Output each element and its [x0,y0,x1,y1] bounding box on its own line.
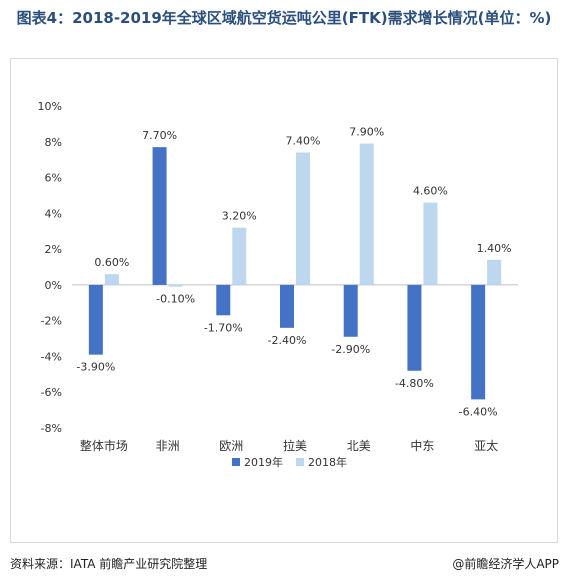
bar-2018 [232,227,247,285]
bar-2018 [423,202,438,285]
bar-2019 [471,284,486,400]
bar-2019 [407,284,422,371]
data-label: -2.90% [331,343,370,356]
data-label: -2.40% [268,334,307,347]
y-tick-label: 6% [45,172,62,185]
y-tick-label: -8% [41,422,62,435]
source-note: 资料来源：IATA 前瞻产业研究院整理 [10,557,208,571]
bar-2019 [343,284,358,337]
data-label: -1.70% [204,321,243,334]
bar-2019 [88,284,103,355]
x-tick-label: 非洲 [156,439,180,453]
bar-2018 [359,143,374,285]
bar-2018 [104,274,119,285]
data-label: -6.40% [459,405,498,418]
bar-2018 [487,259,502,285]
legend-label: 2018年 [308,455,347,469]
bar-2019 [152,147,167,285]
plot-frame [10,58,558,543]
x-tick-label: 北美 [347,439,371,453]
legend-swatch [296,458,304,466]
data-label: -0.10% [156,293,195,306]
bar-2019 [216,284,231,316]
x-tick-label: 中东 [410,438,434,453]
data-label: 7.70% [142,129,177,142]
legend-label: 2019年 [244,455,283,469]
x-tick-label: 欧洲 [219,439,243,453]
data-label: -3.90% [76,361,115,374]
data-label: -4.80% [395,377,434,390]
bar-2018 [296,152,310,285]
data-label: 7.40% [286,135,321,148]
y-tick-label: 8% [45,136,62,149]
y-tick-label: -2% [41,315,62,328]
legend-swatch [232,458,240,466]
chart-title: 图表4：2018-2019年全球区域航空货运吨公里(FTK)需求增长情况(单位：… [16,9,552,27]
y-tick-label: 10% [38,100,62,113]
data-label: 0.60% [94,256,129,269]
data-label: 7.90% [349,126,384,139]
data-label: 3.20% [222,210,257,223]
y-tick-label: -4% [41,350,62,363]
x-tick-label: 整体市场 [80,438,128,453]
y-tick-label: 2% [45,243,62,256]
data-label: 4.60% [413,185,448,198]
data-label: 1.40% [477,242,512,255]
x-tick-label: 亚太 [474,438,498,453]
y-tick-label: 0% [45,279,62,292]
y-tick-label: 4% [45,207,62,220]
bar-2019 [280,284,294,328]
y-tick-label: -6% [41,386,62,399]
brand-credit: @前瞻经济学人APP [452,557,559,571]
bar-2018 [168,284,183,287]
x-tick-label: 拉美 [283,438,307,453]
